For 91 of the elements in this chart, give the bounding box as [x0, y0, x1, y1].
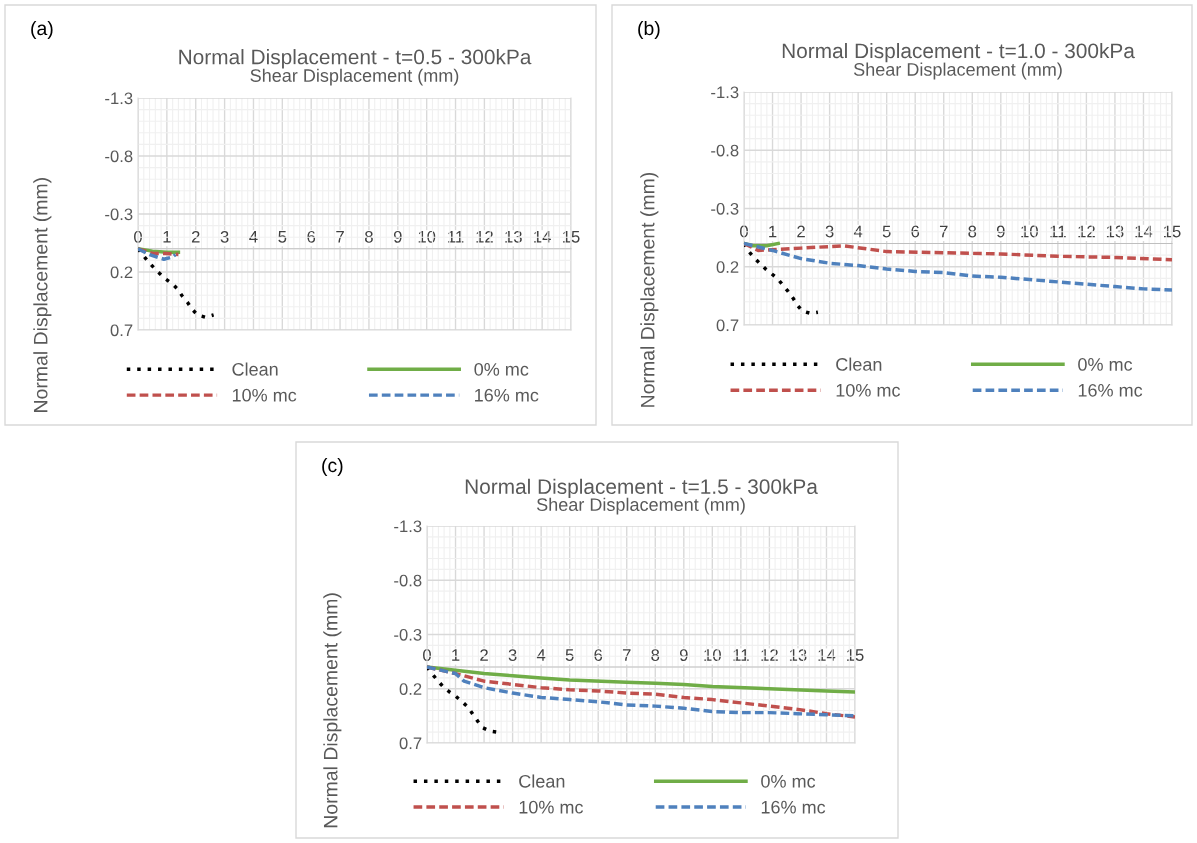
x-tick-label: 9 [996, 225, 1005, 238]
y-tick-label: -0.3 [394, 628, 422, 641]
x-tick-label: 10 [1021, 225, 1038, 238]
legend-label: 16% mc [761, 800, 826, 814]
y-tick-label: 0.7 [399, 737, 422, 750]
y-tick-label: -0.8 [394, 574, 422, 587]
x-tick-label: 4 [536, 649, 546, 661]
y-tick-label: -0.8 [105, 150, 133, 163]
x-tick-label: 8 [651, 649, 660, 661]
x-tick-label: 15 [563, 231, 580, 243]
x-tick-label: 0 [423, 649, 431, 661]
x-tick-label: 1 [452, 649, 460, 661]
line-series [744, 241, 1172, 292]
x-axis-title: Shear Displacement (mm) [853, 62, 1062, 80]
x-tick-label: 8 [968, 225, 977, 238]
x-tick-label: 6 [307, 230, 316, 243]
x-tick-label: 0 [740, 225, 748, 238]
x-tick-label: 14 [1135, 225, 1153, 238]
line-series [744, 241, 1172, 262]
legend-label: 10% mc [836, 383, 901, 397]
text: (b) [638, 20, 660, 40]
x-tick-label: 6 [911, 225, 920, 238]
x-tick-label: 12 [1078, 225, 1095, 238]
x-tick-label: 9 [393, 230, 402, 243]
x-tick-label: 1 [769, 225, 777, 238]
line-series [427, 665, 855, 694]
x-tick-label: 12 [476, 230, 493, 243]
x-tick-label: 15 [847, 649, 864, 661]
legend-label: 0% mc [1078, 358, 1133, 371]
y-tick-label: -1.3 [394, 520, 422, 533]
legend-label: Clean [232, 362, 278, 376]
x-tick-label: 3 [508, 649, 517, 661]
x-tick-label: 15 [1164, 225, 1181, 238]
legend-label: 16% mc [1078, 383, 1143, 397]
x-tick-label: 3 [220, 230, 229, 243]
text: (c) [322, 457, 343, 477]
x-tick-label: 10 [418, 230, 436, 243]
x-tick-label: 4 [853, 225, 863, 238]
y-tick-label: -1.3 [105, 92, 133, 105]
legend-label: Clean [836, 357, 882, 371]
x-tick-label: 7 [336, 231, 344, 243]
y-tick-label: -0.3 [105, 208, 133, 221]
x-axis-title: Shear Displacement (mm) [536, 497, 745, 515]
legend-label: 10% mc [519, 800, 584, 814]
x-axis-title: Shear Displacement (mm) [250, 68, 459, 86]
line-series [138, 247, 178, 261]
x-tick-label: 4 [249, 231, 258, 243]
x-tick-label: 2 [480, 649, 488, 661]
x-tick-label: 13 [1106, 225, 1124, 238]
x-tick-label: 2 [191, 230, 200, 243]
legend-label: Clean [519, 774, 565, 788]
y-tick-label: 0.2 [110, 266, 133, 279]
x-tick-label: 8 [365, 230, 373, 243]
text: (a) [31, 20, 53, 40]
x-tick-label: 11 [448, 231, 464, 243]
chart-title: Normal Displacement - t=1.5 - 300kPa [465, 478, 818, 499]
x-tick-label: 2 [797, 225, 805, 238]
y-axis-title: Normal Displacement (mm) [323, 593, 342, 828]
y-tick-label: -1.3 [711, 86, 739, 99]
x-tick-label: 12 [761, 649, 778, 661]
x-tick-label: 6 [594, 649, 603, 661]
chart-title: Normal Displacement - t=0.5 - 300kPa [179, 49, 532, 69]
x-tick-label: 7 [622, 649, 631, 661]
x-tick-label: 3 [825, 225, 834, 238]
x-tick-label: 0 [134, 230, 142, 243]
chart-title: Normal Displacement - t=1.0 - 300kPa [782, 42, 1135, 63]
x-tick-label: 11 [1050, 225, 1066, 238]
x-tick-label: 13 [505, 230, 522, 243]
x-tick-label: 14 [818, 649, 836, 661]
x-tick-label: 5 [278, 231, 287, 243]
x-tick-label: 7 [939, 225, 948, 238]
y-tick-label: 0.7 [716, 319, 739, 332]
x-tick-label: 11 [733, 649, 749, 661]
y-axis-title: Normal Displacement (mm) [33, 178, 52, 412]
x-tick-label: 5 [565, 649, 574, 661]
legend-label: 0% mc [761, 774, 816, 788]
y-tick-label: -0.3 [711, 202, 739, 215]
x-tick-label: 9 [679, 649, 688, 661]
y-tick-label: -0.8 [711, 144, 739, 157]
legend-label: 10% mc [232, 388, 297, 402]
x-tick-label: 1 [163, 231, 171, 243]
y-axis-title: Normal Displacement (mm) [640, 172, 659, 407]
x-tick-label: 10 [704, 649, 721, 661]
legend-label: 0% mc [474, 362, 529, 376]
x-tick-label: 5 [882, 225, 891, 238]
x-tick-label: 14 [534, 231, 551, 243]
x-tick-label: 13 [789, 649, 807, 661]
y-tick-label: 0.2 [399, 683, 422, 695]
y-tick-label: 0.7 [110, 324, 133, 337]
legend-label: 16% mc [475, 388, 539, 402]
y-tick-label: 0.2 [716, 261, 739, 273]
